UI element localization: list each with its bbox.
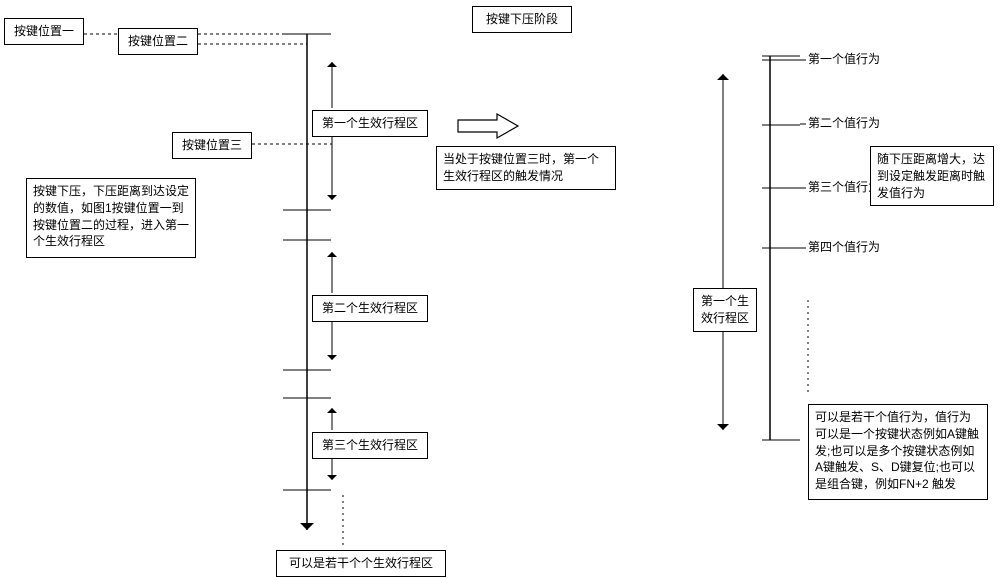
left-zone-1: 第一个生效行程区 (312, 110, 428, 137)
title-box: 按键下压阶段 (472, 6, 572, 33)
value-behavior-1: 第一个值行为 (808, 52, 880, 66)
value-behavior-2: 第二个值行为 (808, 116, 880, 130)
diagram-stage: 按键下压阶段 按键位置一 按键位置二按键位置三按键下压，下压距离到达设定的数值，如图… (0, 0, 1000, 578)
left-zone-3: 第三个生效行程区 (312, 432, 428, 459)
left-zone-2: 第二个生效行程区 (312, 295, 428, 322)
right-bottom-note: 可以是若干个值行为，值行为可以是一个按键状态例如A键触发;也可以是多个按键状态例… (808, 404, 988, 500)
value-behavior-4: 第四个值行为 (808, 240, 880, 254)
right-side-note: 随下压距离增大，达到设定触发距离时触发值行为 (870, 146, 994, 206)
middle-caption: 当处于按键位置三时，第一个生效行程区的触发情况 (436, 146, 616, 190)
pos2-box: 按键位置二 (118, 28, 198, 55)
pos1-box: 按键位置一 (4, 18, 84, 45)
left-bottom-note: 可以是若干个个生效行程区 (276, 550, 446, 577)
right-zone-label: 第一个生效行程区 (693, 288, 757, 332)
pos3-box: 按键位置三 (172, 132, 252, 159)
left-desc-box: 按键下压，下压距离到达设定的数值，如图1按键位置一到按键位置二的过程，进入第一个… (26, 178, 196, 258)
